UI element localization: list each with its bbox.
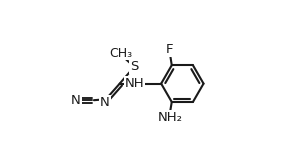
Text: N: N [100, 96, 110, 109]
Text: CH₃: CH₃ [109, 47, 132, 60]
Text: NH: NH [125, 77, 144, 90]
Text: F: F [166, 43, 174, 56]
Text: S: S [130, 60, 139, 73]
Text: N: N [71, 94, 81, 107]
Text: NH₂: NH₂ [157, 111, 182, 124]
